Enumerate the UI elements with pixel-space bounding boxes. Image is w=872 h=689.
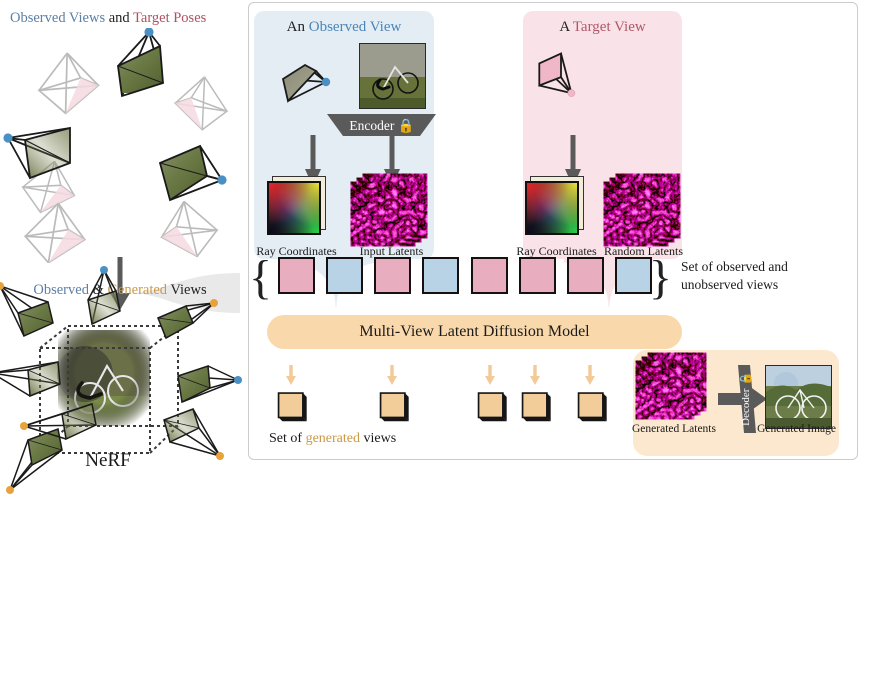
- svg-text:Encoder 🔒: Encoder 🔒: [349, 118, 414, 133]
- svg-text:Decoder 🔒: Decoder 🔒: [739, 372, 752, 426]
- svg-text:{: {: [249, 253, 272, 303]
- svg-text:}: }: [649, 253, 672, 303]
